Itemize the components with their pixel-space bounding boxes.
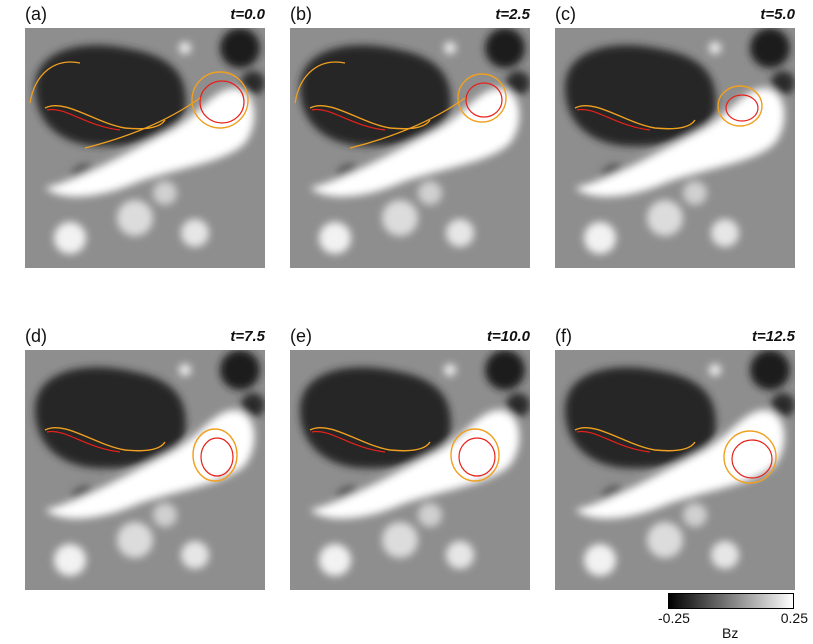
colorbar: -0.25 0.25 Bz [658,593,808,641]
panel-f: (f) t=12.5 [555,322,795,592]
colorbar-max-label: 0.25 [780,610,808,626]
outer-contour [191,71,249,129]
colorbar-min-label: -0.25 [658,610,690,626]
magnetogram-image [555,350,795,590]
inner-contour [725,94,759,122]
inner-contour [46,108,121,131]
negative-polarity-region [300,45,451,147]
positive-polarity-region [575,410,785,519]
positive-polarity-region [45,410,255,519]
magnetogram-image [290,28,530,268]
panel-time: t=12.5 [752,328,795,345]
outer-contour [574,427,696,452]
inner-contour [200,437,234,477]
panel-a: (a) t=0.0 [25,0,265,270]
positive-polarity-region [310,410,520,519]
panel-b: (b) t=2.5 [290,0,530,270]
magnetogram-image [25,28,265,268]
panel-letter: (e) [290,326,312,346]
magnetogram-image [290,350,530,590]
panel-time: t=7.5 [230,328,265,345]
panel-c: (c) t=5.0 [555,0,795,270]
inner-contour [576,108,651,131]
positive-polarity-region [575,88,785,197]
inner-contour [46,430,121,453]
panel-time: t=0.0 [230,6,265,23]
outer-contour [574,105,696,130]
outer-contour [309,105,431,130]
outer-contour [44,427,166,452]
outer-contour [723,430,777,484]
inner-contour [311,430,386,453]
panel-letter: (f) [555,326,572,346]
panel-letter: (b) [290,4,312,24]
outer-contour [44,105,166,130]
outer-contour [457,73,507,123]
magnetogram-image [555,28,795,268]
positive-polarity-region [45,88,255,197]
inner-contour [731,439,773,479]
inner-contour [576,430,651,453]
outer-contour [309,427,431,452]
panel-letter: (d) [25,326,47,346]
panel-e: (e) t=10.0 [290,322,530,592]
panel-time: t=10.0 [487,328,530,345]
colorbar-title: Bz [722,625,739,641]
negative-polarity-region [35,45,186,147]
outer-contour [450,428,500,482]
panel-time: t=2.5 [495,6,530,23]
negative-polarity-region [300,367,451,469]
panel-letter: (c) [555,4,576,24]
positive-polarity-region [310,88,520,197]
inner-contour [465,82,503,118]
outer-contour [192,428,238,482]
panel-time: t=5.0 [760,6,795,23]
negative-polarity-region [35,367,186,469]
inner-contour [199,80,245,124]
magnetogram-image [25,350,265,590]
negative-polarity-region [565,45,716,147]
colorbar-gradient [668,593,794,609]
panel-d: (d) t=7.5 [25,322,265,592]
outer-contour [29,61,201,149]
inner-contour [458,437,496,477]
inner-contour [311,108,386,131]
outer-contour [294,61,466,149]
outer-contour [717,85,763,127]
panel-letter: (a) [25,4,47,24]
negative-polarity-region [565,367,716,469]
